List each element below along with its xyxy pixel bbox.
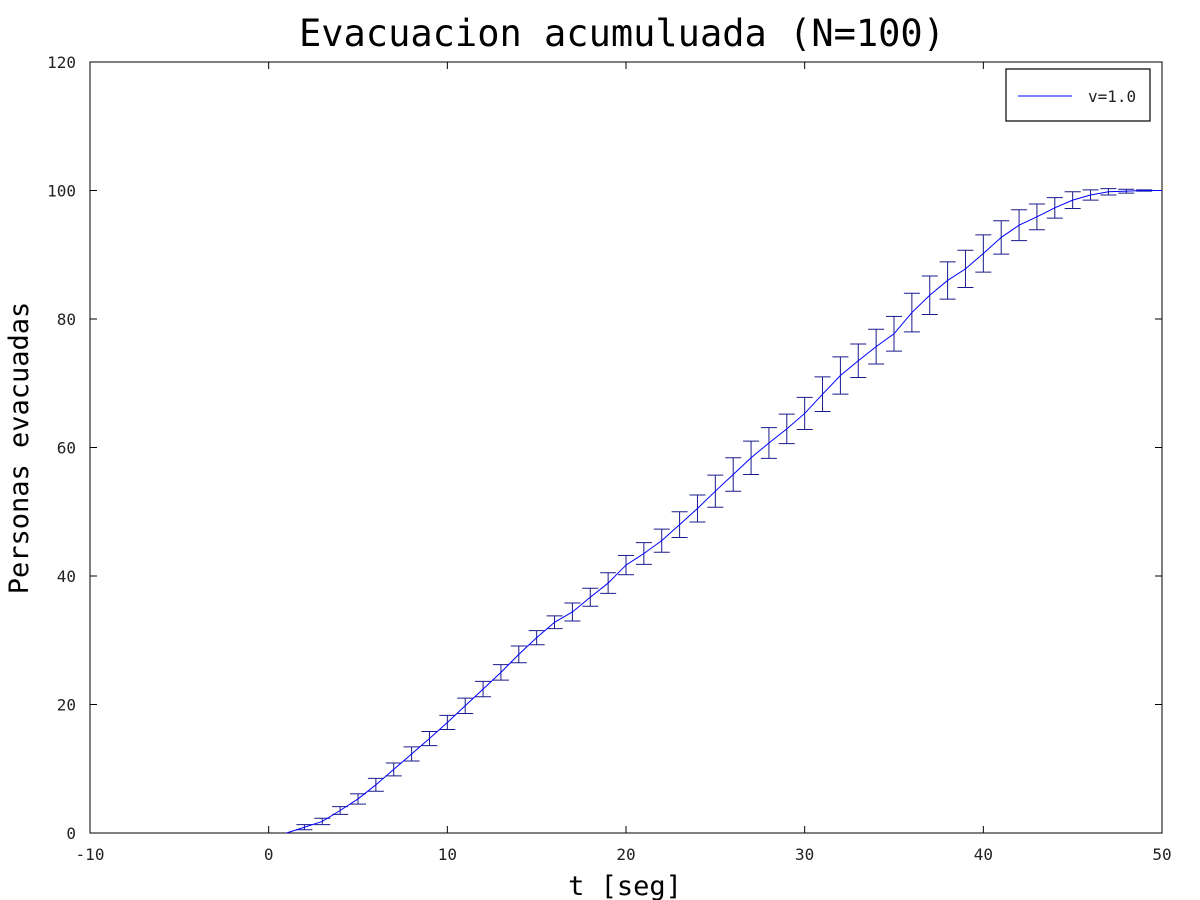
y-axis-label: Personas evacuadas bbox=[4, 302, 35, 595]
error-bars bbox=[296, 188, 1153, 831]
axis-ticks bbox=[89, 61, 1163, 834]
y-tick-label: 80 bbox=[57, 310, 76, 329]
y-tick-label: 20 bbox=[57, 696, 76, 715]
y-tick-label: 100 bbox=[47, 182, 76, 201]
y-tick-label: 120 bbox=[47, 53, 76, 72]
chart-title: Evacuacion acumuluada (N=100) bbox=[299, 12, 945, 55]
x-tick-label: 10 bbox=[438, 845, 457, 864]
series-line bbox=[286, 190, 1162, 834]
x-tick-label: 30 bbox=[795, 845, 814, 864]
y-tick-label: 60 bbox=[57, 439, 76, 458]
plot-area bbox=[89, 61, 1163, 834]
legend-box bbox=[1005, 68, 1151, 122]
x-tick-label: 50 bbox=[1152, 845, 1171, 864]
x-tick-label: 20 bbox=[616, 845, 635, 864]
x-tick-label: 40 bbox=[974, 845, 993, 864]
y-tick-label: 0 bbox=[66, 824, 76, 843]
series-lines bbox=[286, 190, 1162, 834]
legend-label: v=1.0 bbox=[1088, 87, 1136, 106]
legend: v=1.0 bbox=[1005, 68, 1151, 122]
x-tick-label: 0 bbox=[264, 845, 274, 864]
x-axis-label: t [seg] bbox=[568, 871, 682, 900]
y-tick-label: 40 bbox=[57, 567, 76, 586]
x-tick-label: -10 bbox=[76, 845, 105, 864]
